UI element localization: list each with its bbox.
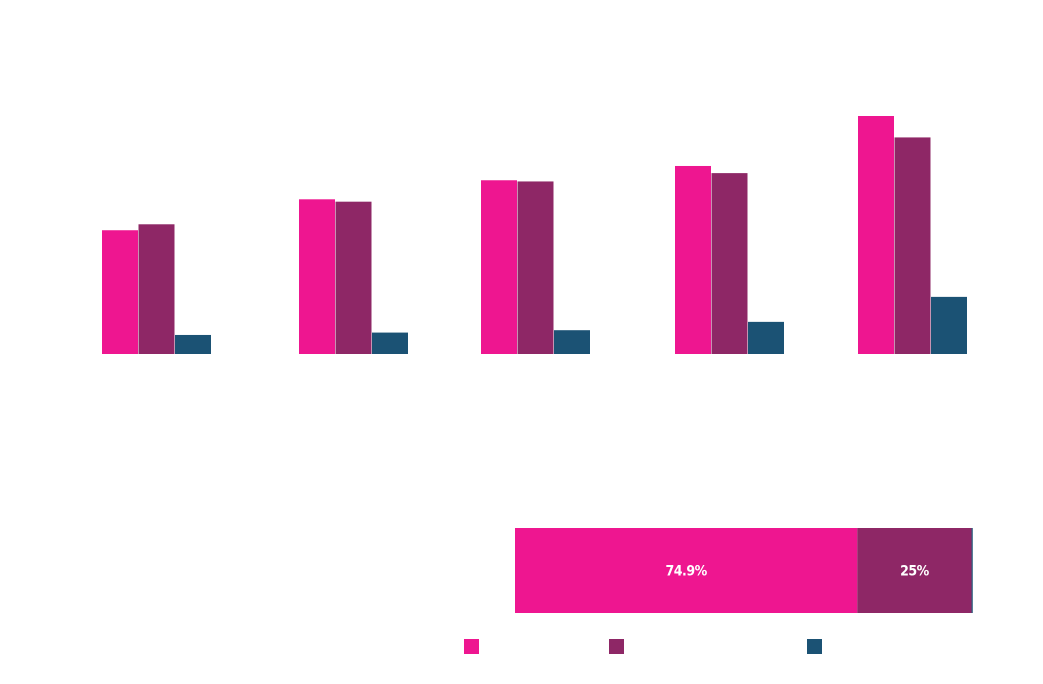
column-bar-group4-series3 bbox=[748, 321, 784, 354]
column-bar-group2-series1 bbox=[299, 199, 335, 354]
column-bar-group5-series2 bbox=[894, 137, 931, 354]
column-bar-group5-series3 bbox=[931, 296, 967, 354]
column-bar-group1-series2 bbox=[138, 224, 175, 354]
stacked-segment-label-2: 25% bbox=[900, 564, 930, 580]
stacked-segment-3 bbox=[971, 528, 973, 613]
column-bar-group1-series3 bbox=[175, 334, 211, 354]
stacked-segment-1 bbox=[515, 528, 858, 613]
column-bar-group2-series2 bbox=[335, 201, 372, 354]
column-bar-group3-series1 bbox=[481, 180, 517, 354]
column-bar-group2-series3 bbox=[372, 332, 408, 354]
column-bar-group3-series3 bbox=[554, 330, 590, 354]
column-bar-group5-series1 bbox=[858, 116, 894, 354]
column-bar-group3-series2 bbox=[517, 181, 554, 354]
legend-swatch-2 bbox=[609, 639, 624, 654]
legend-swatch-1 bbox=[464, 639, 479, 654]
legend-swatch-3 bbox=[807, 639, 822, 654]
column-bar-group1-series1 bbox=[102, 230, 138, 354]
stacked-segment-label-1: 74.9% bbox=[666, 564, 708, 580]
column-bar-group4-series1 bbox=[675, 165, 711, 354]
column-bar-group4-series2 bbox=[711, 173, 748, 354]
stacked-share-bar: 74.9% 25% bbox=[515, 528, 973, 613]
chart-legend bbox=[464, 639, 822, 654]
stacked-segment-2 bbox=[857, 528, 972, 613]
grouped-column-chart bbox=[102, 116, 967, 354]
